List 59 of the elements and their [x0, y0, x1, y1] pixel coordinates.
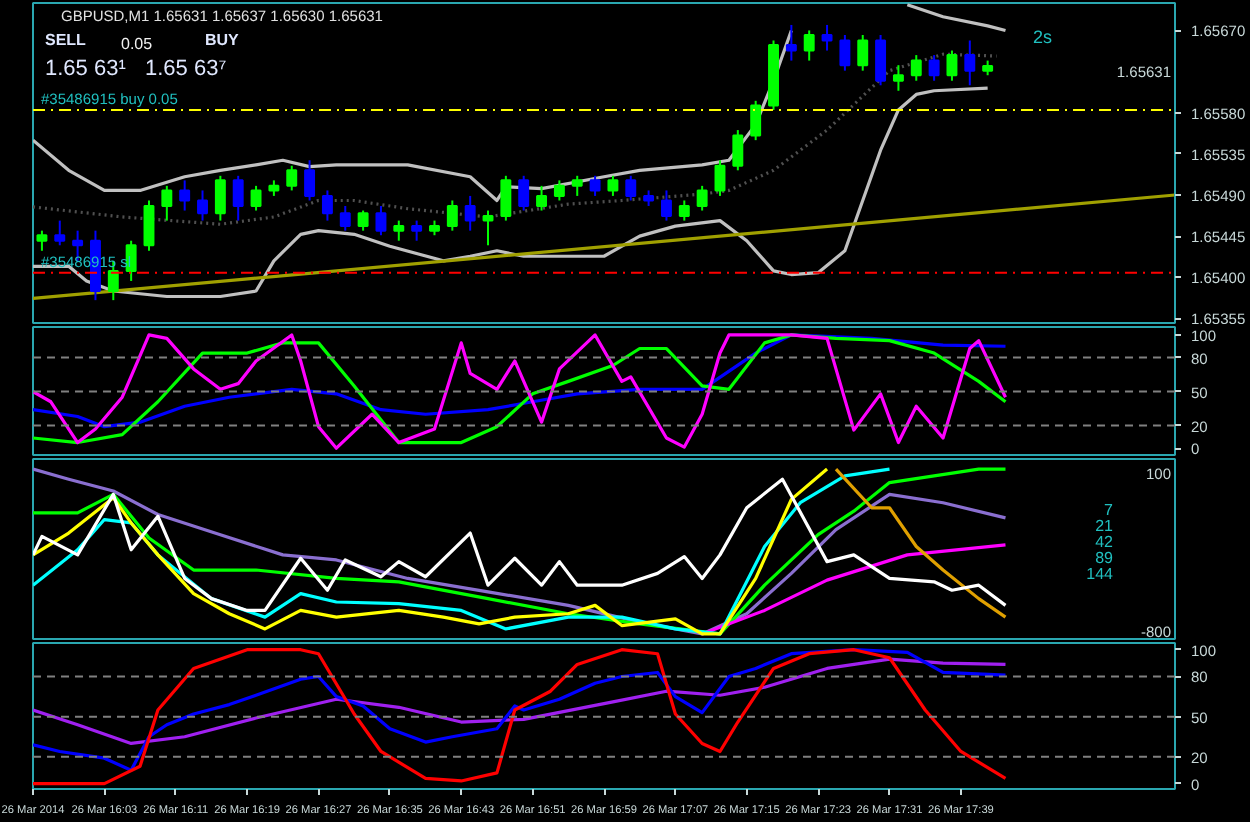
candlestick [910, 54, 922, 82]
candlestick [875, 34, 887, 87]
candlestick [179, 179, 191, 212]
candlestick [286, 164, 298, 192]
candlestick [500, 174, 512, 222]
candlestick [678, 199, 690, 222]
line-series [33, 657, 1008, 746]
candlestick [892, 64, 904, 92]
candlestick [446, 199, 458, 232]
candlestick [839, 34, 851, 72]
annotation: 21 [1095, 517, 1115, 535]
annotation: BUY [205, 31, 241, 49]
annotation: 1.65 63¹ [45, 57, 127, 81]
candlestick [964, 39, 976, 87]
annotation: 7 [1104, 501, 1115, 519]
annotation: 144 [1086, 565, 1115, 583]
candlestick [36, 229, 48, 252]
candlestick [732, 129, 744, 172]
candlestick [250, 184, 262, 212]
candlestick [946, 49, 958, 82]
candlestick [607, 174, 619, 197]
candlestick [857, 34, 869, 72]
candlestick [161, 184, 173, 222]
candlestick [482, 209, 494, 247]
candlestick [357, 209, 369, 232]
candlestick [714, 159, 726, 197]
candlestick [660, 189, 672, 222]
candlestick [411, 219, 423, 242]
annotation: 0.05 [121, 35, 154, 53]
candlestick [928, 54, 940, 82]
annotation: 42 [1095, 533, 1115, 551]
candlestick [785, 23, 797, 62]
candlestick [143, 199, 155, 252]
candlestick [750, 99, 762, 142]
annotation: 89 [1095, 549, 1115, 567]
line-series [33, 86, 990, 299]
candlestick [589, 174, 601, 197]
candlestick [375, 204, 387, 237]
candlestick [214, 174, 226, 222]
candlestick [54, 219, 66, 247]
annotation: 1.65 63⁷ [145, 57, 227, 81]
candlestick [304, 159, 316, 202]
line-series [33, 52, 999, 226]
candlestick [321, 189, 333, 222]
candlestick [571, 174, 583, 197]
candlestick [821, 23, 833, 52]
candlestick [197, 189, 208, 222]
candlestick [696, 184, 708, 212]
annotation: SELL [45, 31, 87, 49]
candlestick [625, 174, 637, 202]
candlestick [464, 194, 476, 232]
candlestick [553, 179, 565, 202]
candlestick [393, 219, 405, 242]
candlestick [518, 174, 530, 212]
candlestick [803, 29, 815, 62]
annotation: 2s [1033, 27, 1054, 47]
candlestick [536, 184, 548, 212]
candlestick [339, 204, 351, 232]
candlestick [232, 174, 244, 222]
